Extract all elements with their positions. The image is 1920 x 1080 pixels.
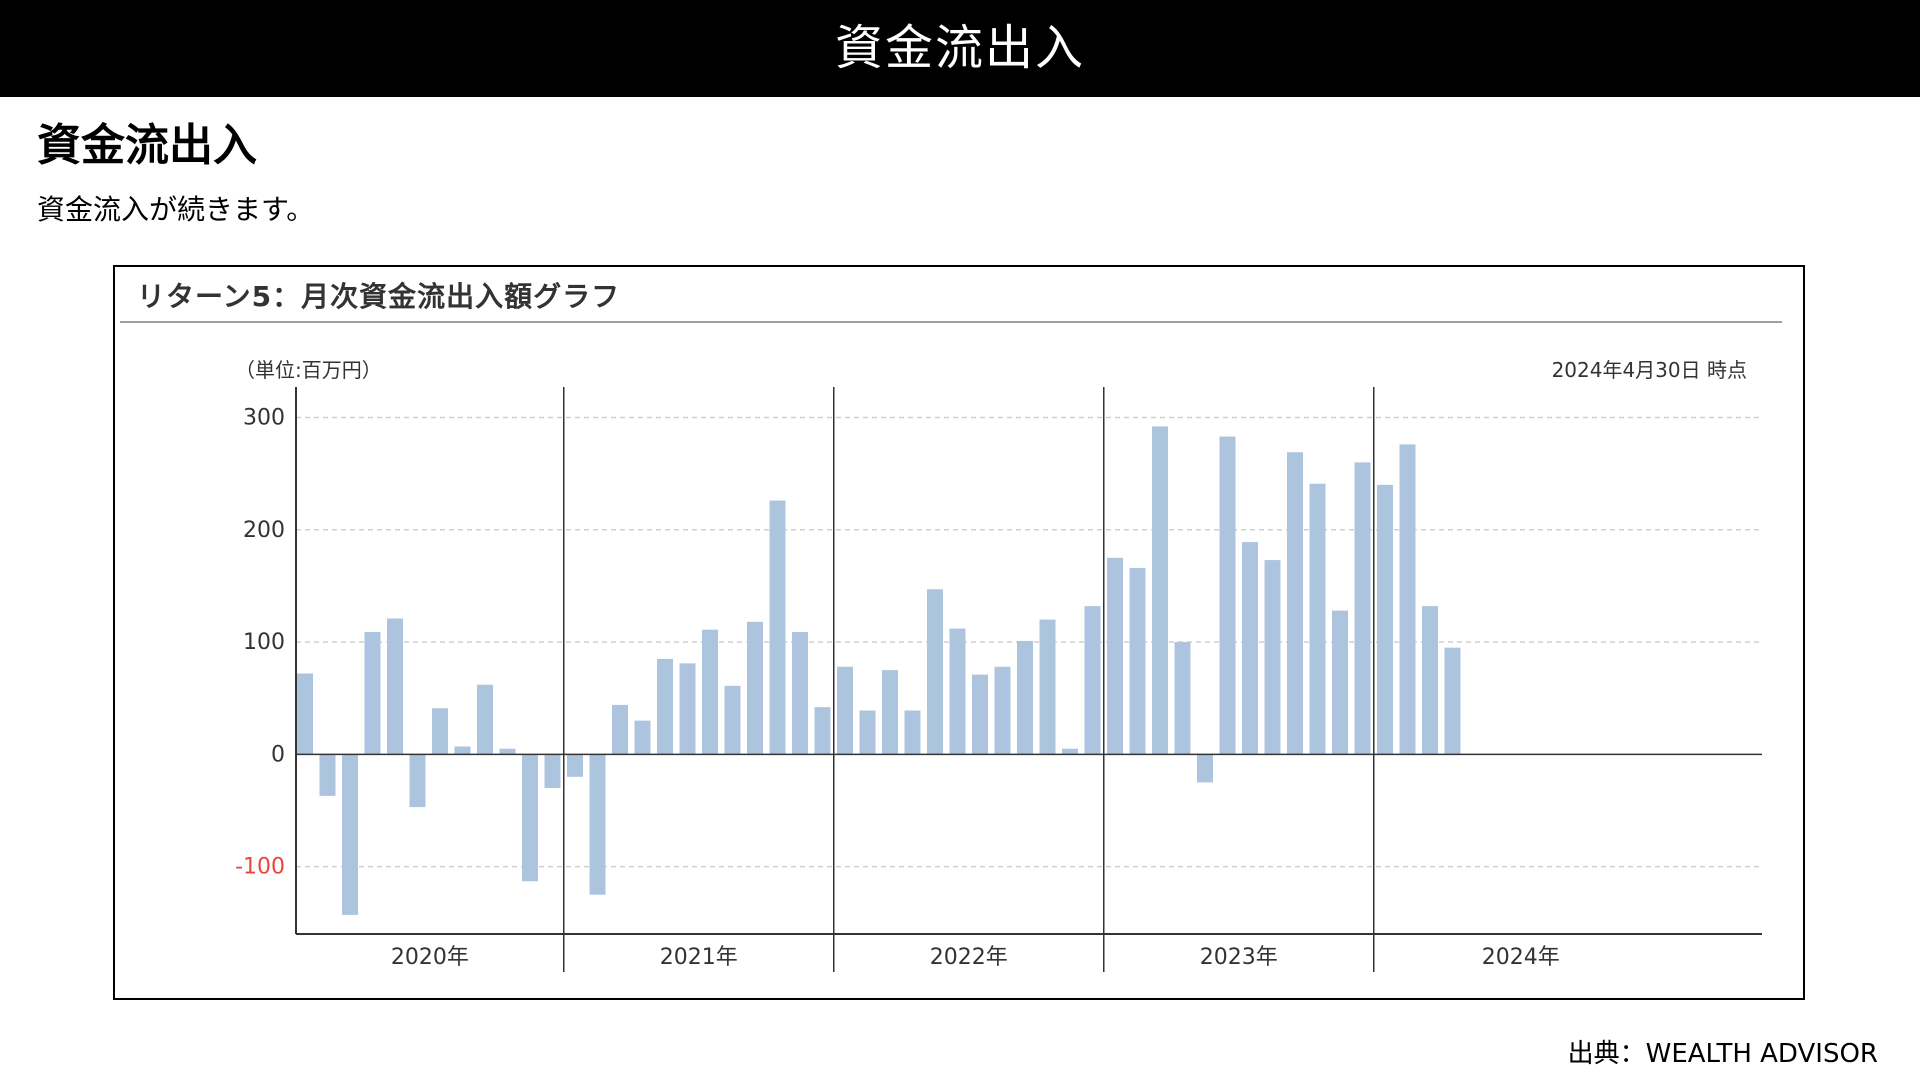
bar [1174,642,1191,755]
bars [297,426,1461,915]
bar [634,720,651,755]
chart-panel: リターン5：月次資金流出入額グラフ （単位:百万円） 2024年4月30日 時点… [113,265,1805,1000]
x-year-label: 2020年 [391,945,469,970]
x-year-label: 2022年 [930,945,1008,970]
bar [409,754,426,808]
bar [1444,647,1461,755]
bar [1197,754,1213,783]
section-description: 資金流入が続きます。 [37,193,315,226]
y-tick-label: 200 [243,518,285,543]
bar [1242,542,1258,755]
bar [724,685,741,755]
y-tick-label: -100 [235,855,285,880]
bar [342,754,358,915]
bar [859,710,876,755]
bar [1084,606,1101,755]
bar [477,684,493,755]
bar [702,629,718,755]
bar [769,500,786,755]
y-tick-label: 100 [243,630,285,655]
bar [1219,436,1236,755]
bar [882,670,898,755]
bar [1062,748,1078,755]
bar [747,621,763,755]
bar [972,674,988,755]
bar [949,628,966,755]
bar [1129,567,1146,755]
bar [499,748,516,755]
bar [1107,557,1123,755]
bar [1377,484,1393,755]
x-year-label: 2024年 [1482,945,1560,970]
bar [387,618,403,755]
y-tick-label: 0 [271,742,285,767]
bar [1354,462,1371,755]
bar [1039,619,1056,755]
bar [567,754,583,777]
bar [522,754,538,882]
bar [1422,606,1438,755]
axis-labels: 300 200 100 0 -100 2020年 2021年 2022年 2023年 2024年 [235,405,1560,970]
x-year-label: 2023年 [1200,945,1278,970]
source-credit: 出典：WEALTH ADVISOR [1567,1039,1878,1069]
chart-title-divider [120,321,1782,323]
bar [1152,426,1168,755]
bar [589,754,606,895]
bar [1309,483,1326,755]
as-of-label: 2024年4月30日 時点 [1552,358,1747,382]
bar [612,704,628,755]
header-title: 資金流出入 [834,20,1085,76]
bar [454,746,471,755]
bar [1332,610,1348,755]
bar [927,589,943,755]
bar [432,708,448,755]
bar [319,754,336,796]
bar [1287,452,1303,755]
bar [544,754,561,789]
header-bar: 資金流出入 [0,0,1920,97]
bar [837,666,853,755]
section-title: 資金流出入 [37,120,257,171]
bar [297,673,313,755]
y-tick-label: 300 [243,405,285,430]
x-year-label: 2021年 [660,945,738,970]
unit-label: （単位:百万円） [235,358,382,382]
bar [364,631,381,755]
bar [657,658,673,755]
bar [1264,560,1281,755]
chart-title: リターン5：月次資金流出入額グラフ [137,280,621,313]
bar [994,666,1011,755]
bar [1017,640,1033,755]
bar [679,663,696,755]
axes [295,387,1762,972]
bar [814,707,831,755]
bar [792,631,808,755]
bar [904,710,921,755]
bar-chart: （単位:百万円） 2024年4月30日 時点 300 200 100 0 -100 202… [235,358,1762,972]
bar [1399,444,1416,755]
